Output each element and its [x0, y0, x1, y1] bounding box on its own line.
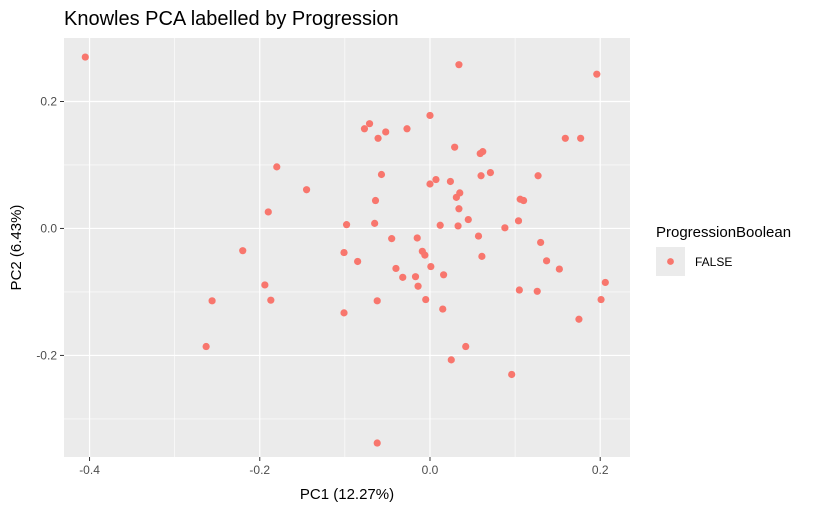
data-point: [561, 134, 569, 142]
data-point: [264, 208, 272, 216]
data-point: [354, 257, 362, 266]
x-tick-label: -0.2: [249, 463, 270, 477]
chart-title: Knowles PCA labelled by Progression: [64, 8, 399, 30]
data-point: [478, 252, 486, 260]
data-point: [432, 175, 440, 184]
data-point: [426, 180, 434, 188]
data-point: [455, 61, 463, 69]
data-point: [365, 120, 374, 128]
data-point: [508, 370, 516, 379]
data-point: [377, 170, 386, 179]
y-axis: -0.2 0.0 0.2: [36, 94, 64, 362]
data-point: [440, 271, 448, 279]
data-point: [533, 287, 541, 295]
data-point: [373, 297, 381, 305]
data-point: [202, 342, 210, 351]
data-point: [392, 264, 400, 273]
data-point: [597, 295, 605, 304]
data-point: [382, 128, 390, 136]
x-tick-label: 0.0: [422, 463, 439, 477]
data-point: [446, 177, 455, 186]
data-point: [422, 295, 430, 304]
data-point: [208, 297, 216, 305]
x-tick-label: 0.2: [592, 463, 609, 477]
data-points: [81, 53, 609, 447]
data-point: [476, 149, 484, 158]
data-point: [413, 234, 421, 242]
data-point: [421, 251, 429, 259]
data-point: [477, 172, 485, 180]
data-point: [427, 262, 435, 271]
data-point: [426, 111, 434, 120]
data-point: [455, 205, 463, 213]
legend: ProgressionBoolean FALSE: [656, 224, 791, 276]
data-point: [411, 273, 420, 281]
data-point: [403, 125, 411, 133]
data-point: [486, 168, 495, 177]
data-point: [537, 238, 545, 247]
data-point: [374, 134, 382, 142]
data-point: [388, 235, 396, 243]
data-point: [555, 265, 563, 273]
data-point: [462, 342, 470, 351]
data-point: [267, 296, 275, 304]
data-point: [520, 196, 528, 205]
y-axis-title: PC2 (6.43%): [8, 205, 25, 291]
data-point: [515, 286, 523, 294]
minor-gridlines: [64, 38, 630, 457]
legend-label-false: FALSE: [695, 255, 732, 269]
data-point: [501, 224, 509, 232]
x-tick-label: -0.4: [79, 463, 100, 477]
data-point: [464, 215, 472, 224]
data-point: [273, 163, 281, 171]
data-point: [474, 232, 483, 240]
plot-panel: [64, 38, 630, 457]
data-point: [593, 70, 601, 78]
data-point: [340, 248, 348, 257]
y-tick-label: 0.0: [40, 221, 57, 235]
data-point: [239, 247, 247, 255]
legend-title: ProgressionBoolean: [656, 224, 791, 241]
data-point: [360, 125, 369, 133]
major-gridlines: [64, 38, 630, 457]
data-point: [577, 134, 585, 142]
data-point: [439, 305, 447, 313]
data-point: [436, 221, 444, 229]
data-point: [371, 196, 380, 205]
data-point: [302, 186, 311, 194]
data-point: [514, 217, 523, 225]
data-point: [452, 193, 460, 201]
data-point: [340, 309, 348, 317]
data-point: [542, 257, 551, 265]
data-point: [399, 273, 407, 281]
legend-marker: [667, 258, 674, 265]
y-tick-label: -0.2: [36, 348, 57, 362]
data-point: [534, 172, 542, 180]
y-tick-label: 0.2: [40, 94, 57, 108]
data-point: [371, 219, 379, 227]
x-axis: -0.4 -0.2 0.0 0.2: [79, 457, 609, 477]
data-point: [373, 439, 381, 447]
data-point: [81, 53, 89, 61]
data-point: [601, 278, 609, 287]
x-axis-title: PC1 (12.27%): [300, 486, 394, 503]
data-point: [575, 315, 583, 323]
data-point: [342, 221, 351, 229]
data-point: [414, 282, 422, 290]
data-point: [451, 143, 459, 151]
data-point: [454, 222, 462, 230]
data-point: [261, 281, 269, 289]
data-point: [447, 356, 455, 364]
